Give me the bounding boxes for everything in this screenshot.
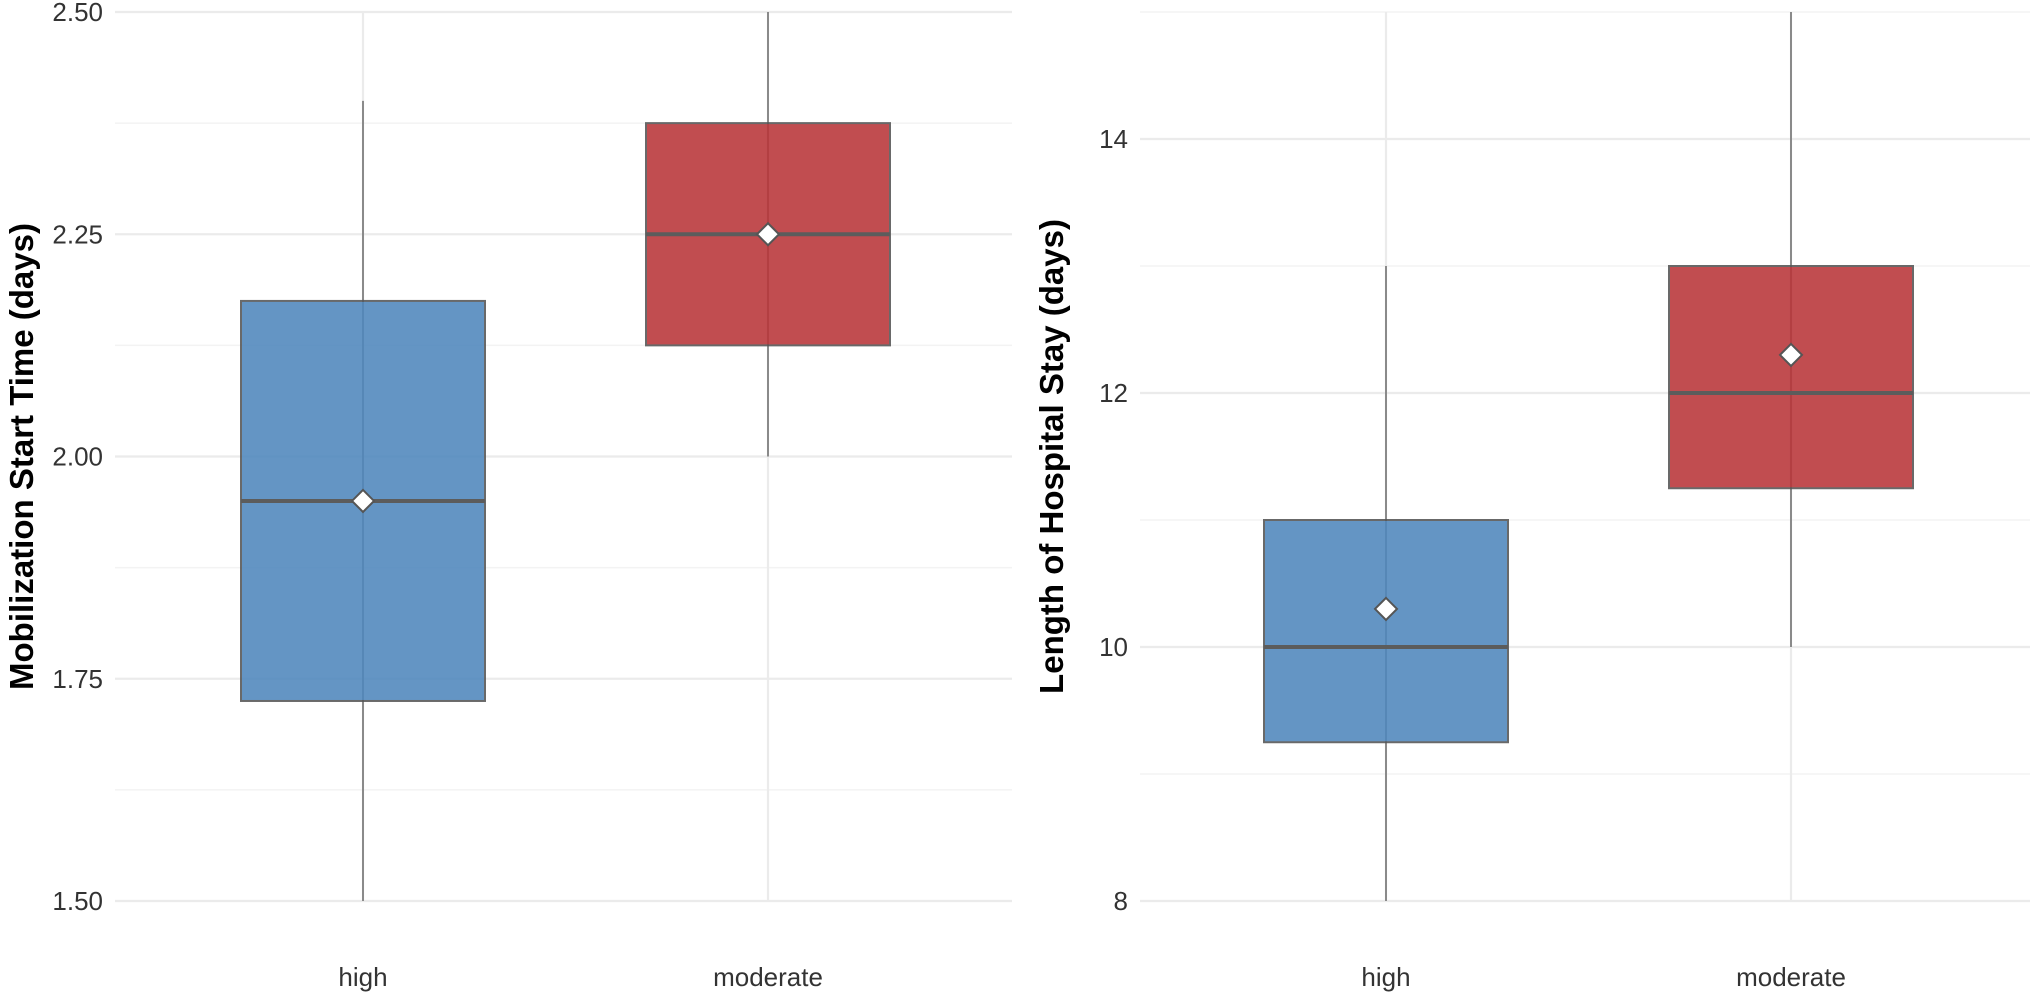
x-tick-label-high: high (338, 962, 387, 992)
y-tick-label: 2.25 (52, 219, 103, 249)
mean-marker-moderate (1778, 342, 1804, 368)
box-moderate (1668, 265, 1914, 490)
y-tick-label: 2.00 (52, 442, 103, 472)
y-tick-label: 12 (1099, 378, 1128, 408)
hospital-stay-panel: 8 10 12 14 high moderate Length of Hospital St… (1033, 11, 2030, 992)
y-tick-label: 2.50 (52, 0, 103, 27)
mean-marker-high (350, 488, 376, 514)
box-high (1263, 519, 1509, 744)
y-axis-title: Mobilization Start Time (days) (3, 223, 40, 690)
mean-marker-moderate (755, 221, 781, 247)
mean-marker-high (1373, 596, 1399, 622)
mobilization-panel: 1.50 1.75 2.00 2.25 2.50 high moderate Mobiliza… (3, 0, 1012, 992)
x-tick-label-moderate: moderate (1736, 962, 1846, 992)
y-tick-label: 8 (1114, 886, 1128, 916)
y-tick-label: 1.50 (52, 886, 103, 916)
y-tick-label: 1.75 (52, 664, 103, 694)
x-tick-label-moderate: moderate (713, 962, 823, 992)
y-axis-title: Length of Hospital Stay (days) (1033, 219, 1070, 694)
y-tick-label: 14 (1099, 124, 1128, 154)
x-tick-label-high: high (1361, 962, 1410, 992)
y-tick-label: 10 (1099, 632, 1128, 662)
